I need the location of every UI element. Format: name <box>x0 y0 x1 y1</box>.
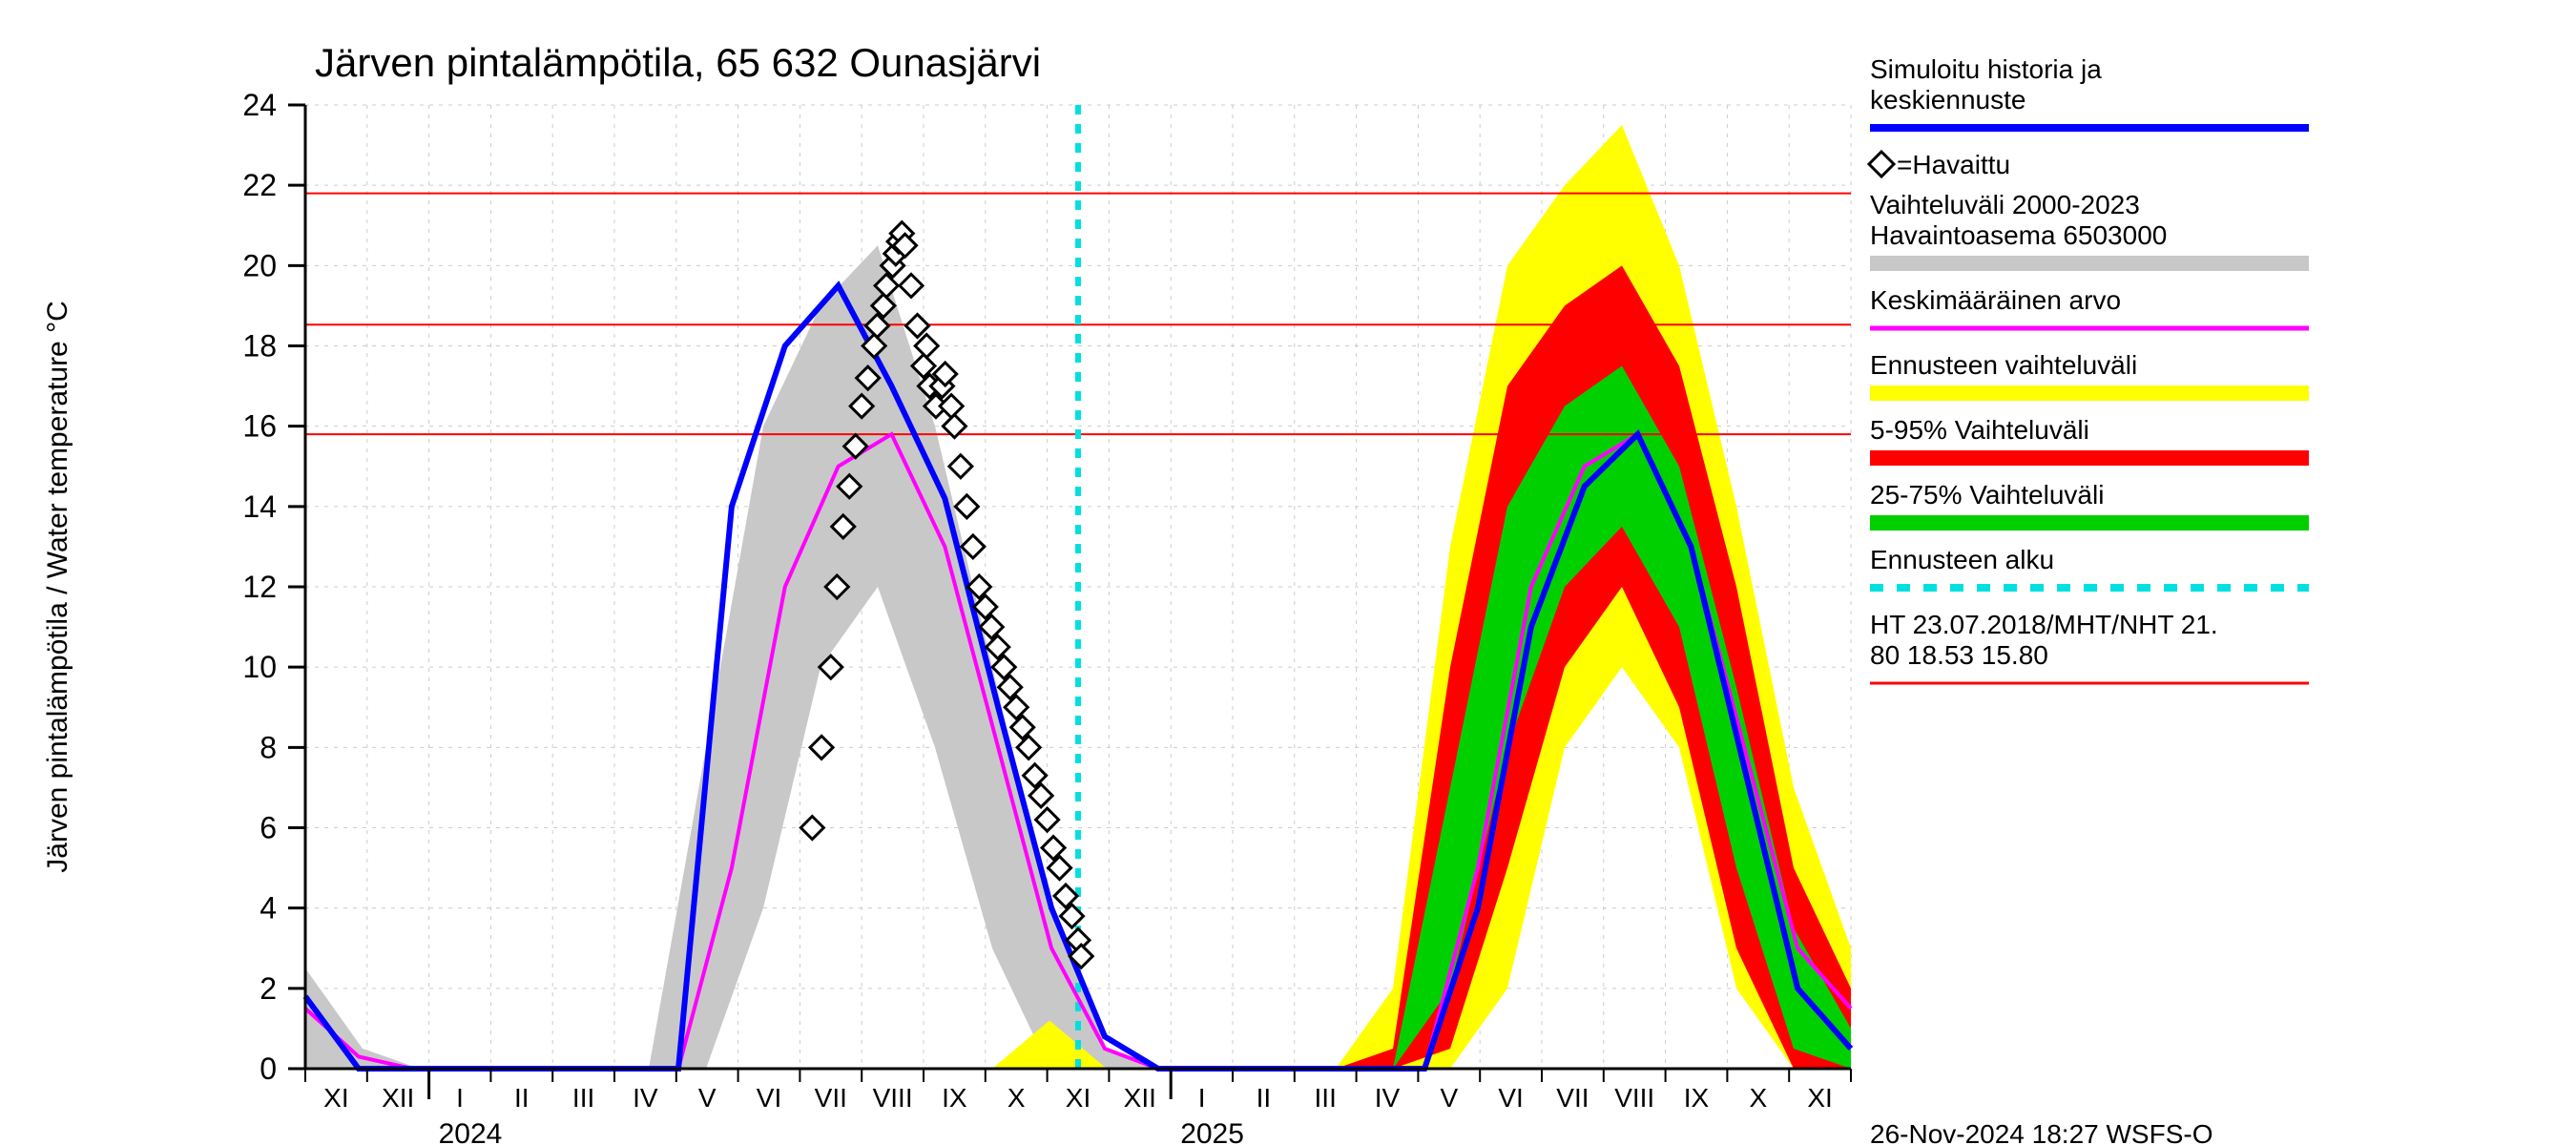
x-month-label: XI <box>1066 1083 1091 1113</box>
legend-label: Ennusteen alku <box>1870 545 2054 574</box>
legend-label: Keskimääräinen arvo <box>1870 285 2121 315</box>
chart-container: 024681012141618202224XIXIIIIIIIIIVVVIVII… <box>0 0 2576 1145</box>
y-tick-label: 4 <box>260 891 277 926</box>
x-month-label: II <box>1257 1083 1272 1113</box>
y-tick-label: 0 <box>260 1051 277 1086</box>
x-month-label: VII <box>1556 1083 1589 1113</box>
y-tick-label: 2 <box>260 971 277 1006</box>
legend-marker-icon <box>1869 152 1894 177</box>
x-month-label: III <box>1315 1083 1337 1113</box>
legend-label: 25-75% Vaihteluväli <box>1870 480 2104 510</box>
x-month-label: X <box>1749 1083 1767 1113</box>
x-year-label: 2024 <box>439 1118 503 1145</box>
legend-label: Havaintoasema 6503000 <box>1870 220 2167 250</box>
x-month-label: IX <box>942 1083 967 1113</box>
y-tick-label: 22 <box>242 168 277 202</box>
x-month-label: I <box>456 1083 464 1113</box>
chart-title: Järven pintalämpötila, 65 632 Ounasjärvi <box>315 40 1041 85</box>
legend-swatch <box>1870 256 2309 271</box>
legend-label: Ennusteen vaihteluväli <box>1870 350 2137 380</box>
x-month-label: XI <box>1807 1083 1832 1113</box>
x-month-label: I <box>1198 1083 1206 1113</box>
x-year-label: 2025 <box>1180 1118 1244 1145</box>
legend-swatch <box>1870 385 2309 401</box>
legend-label: Simuloitu historia ja <box>1870 54 2102 84</box>
legend-swatch <box>1870 450 2309 466</box>
y-tick-label: 14 <box>242 489 277 524</box>
x-month-label: VIII <box>1614 1083 1654 1113</box>
footer-timestamp: 26-Nov-2024 18:27 WSFS-O <box>1870 1119 2213 1145</box>
y-tick-label: 18 <box>242 329 277 364</box>
x-month-label: XI <box>323 1083 348 1113</box>
legend-label: keskiennuste <box>1870 85 2025 114</box>
legend-label: 5-95% Vaihteluväli <box>1870 415 2089 445</box>
y-tick-label: 12 <box>242 570 277 604</box>
y-tick-label: 6 <box>260 811 277 845</box>
legend-label: 80 18.53 15.80 <box>1870 640 2048 670</box>
legend-swatch <box>1870 515 2309 531</box>
x-month-label: VI <box>1498 1083 1523 1113</box>
chart-svg: 024681012141618202224XIXIIIIIIIIIVVVIVII… <box>0 0 2576 1145</box>
y-tick-label: 20 <box>242 248 277 282</box>
x-month-label: VI <box>757 1083 781 1113</box>
x-month-label: V <box>698 1083 717 1113</box>
y-axis-label: Järven pintalämpötila / Water temperatur… <box>42 301 73 872</box>
y-tick-label: 8 <box>260 730 277 764</box>
x-month-label: IX <box>1684 1083 1710 1113</box>
x-month-label: X <box>1008 1083 1026 1113</box>
x-month-label: II <box>514 1083 530 1113</box>
legend-label: HT 23.07.2018/MHT/NHT 21. <box>1870 610 2218 639</box>
y-tick-label: 10 <box>242 650 277 684</box>
legend-label: =Havaittu <box>1897 150 2010 179</box>
x-month-label: V <box>1440 1083 1458 1113</box>
x-month-label: III <box>572 1083 594 1113</box>
y-tick-label: 24 <box>242 88 277 122</box>
x-month-label: XII <box>1124 1083 1156 1113</box>
y-tick-label: 16 <box>242 409 277 444</box>
legend-label: Vaihteluväli 2000-2023 <box>1870 190 2140 219</box>
x-month-label: XII <box>382 1083 414 1113</box>
x-month-label: VII <box>815 1083 847 1113</box>
x-month-label: IV <box>1375 1083 1401 1113</box>
x-month-label: VIII <box>873 1083 913 1113</box>
x-month-label: IV <box>633 1083 658 1113</box>
